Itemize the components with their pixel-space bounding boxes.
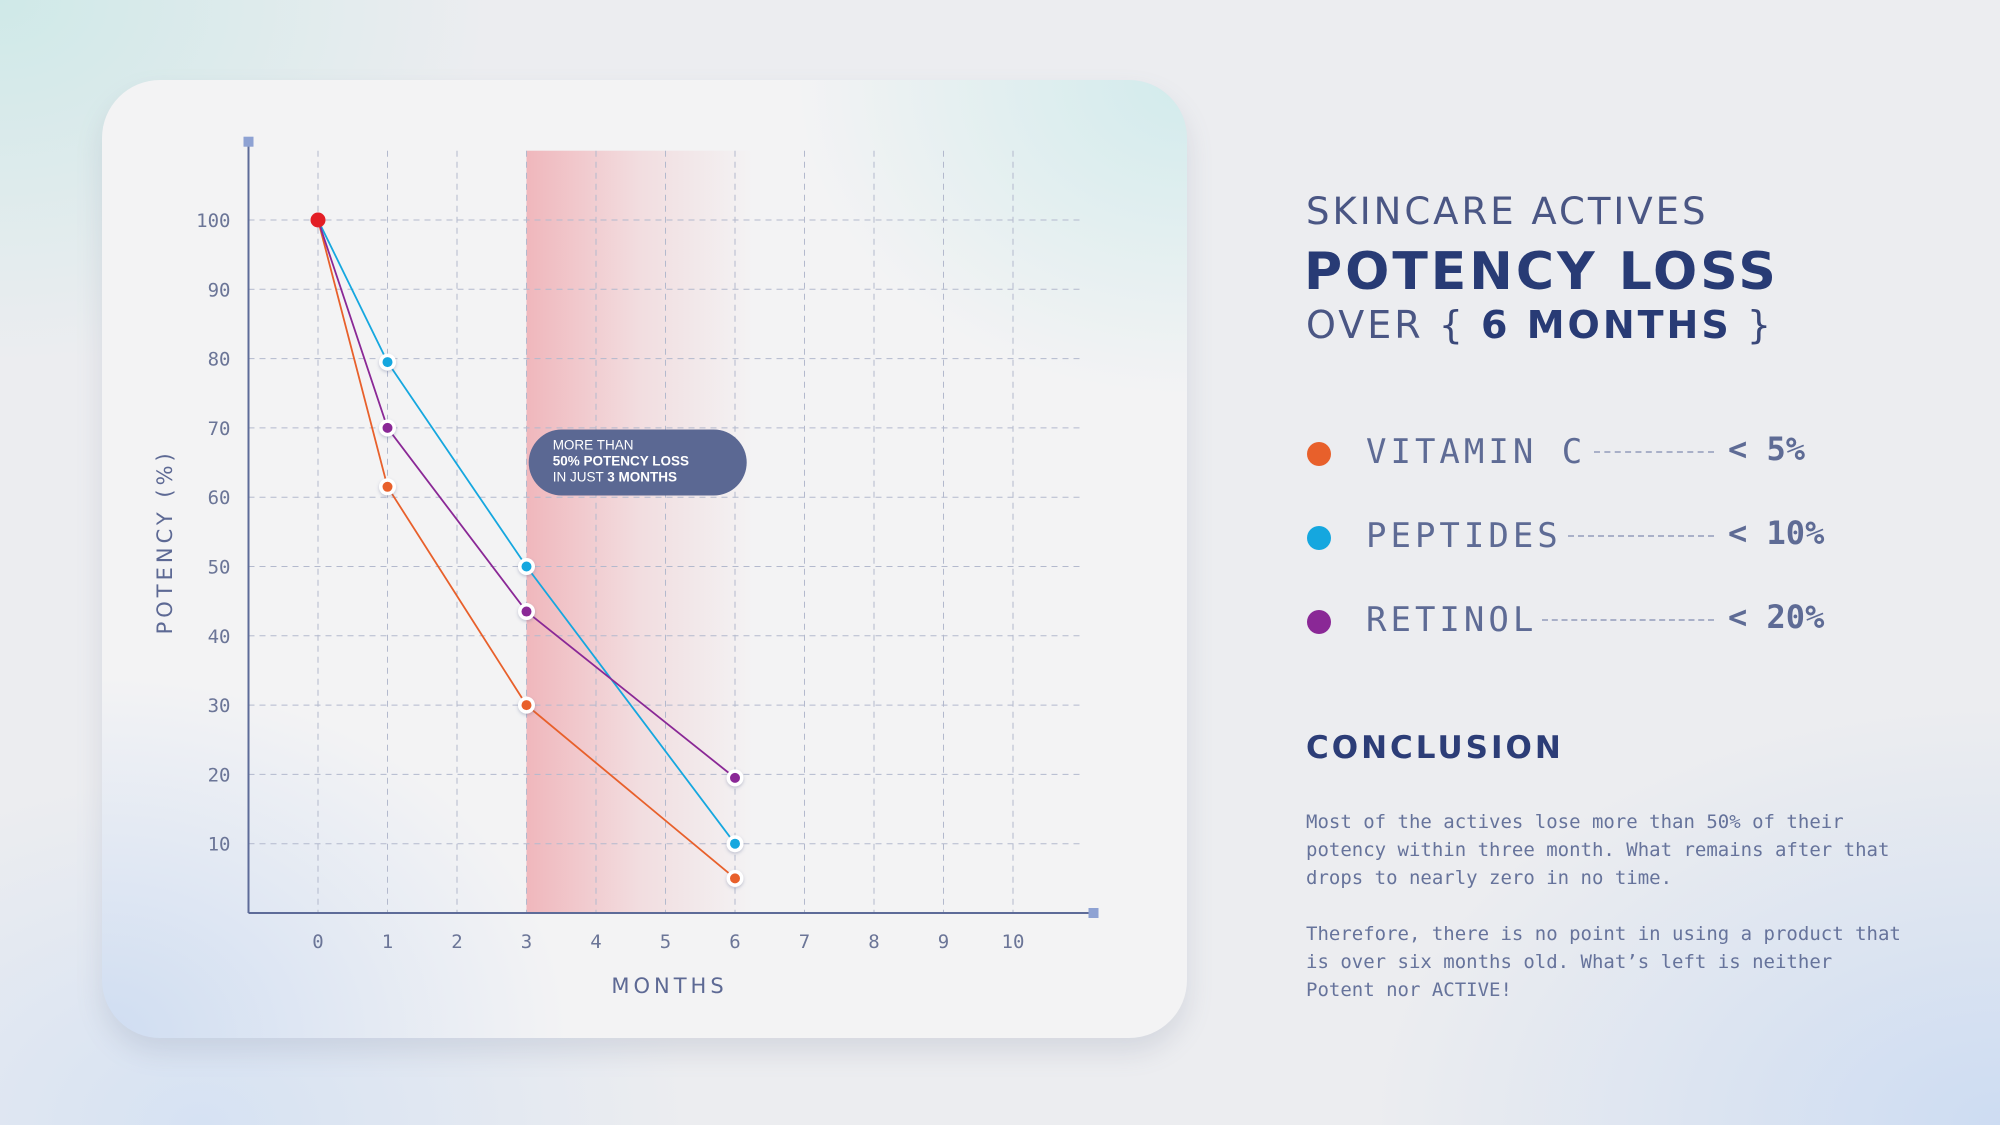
x-tick-label: 3 — [521, 931, 532, 953]
highlight-band — [526, 150, 753, 913]
conclusion-body: Most of the actives lose more than 50% o… — [1306, 808, 1906, 1032]
title-open-brace: { — [1438, 303, 1466, 347]
y-axis-end-marker — [243, 136, 254, 147]
data-point-peptides — [730, 838, 740, 849]
series-line-peptides — [317, 219, 736, 845]
potency-line-chart: 0 1 2 3 4 5 6 7 8 9 10 10 20 30 40 50 60 70 80 90 100 MONTHS P… — [153, 136, 1099, 998]
y-tick-label: 30 — [208, 695, 231, 717]
legend-label: RETINOL — [1366, 600, 1538, 640]
annotation-text-line: MORE THAN — [553, 438, 634, 453]
data-point-retinol — [521, 606, 532, 617]
chart-card: 0 1 2 3 4 5 6 7 8 9 10 10 20 30 40 50 60 70 80 90 100 MONTHS P… — [102, 80, 1187, 1038]
y-tick-label: 70 — [208, 418, 231, 440]
y-tick-label: 20 — [208, 764, 231, 786]
x-tick-label: 0 — [312, 931, 323, 953]
start-data-point — [310, 212, 326, 228]
legend-item-vitamin-c: VITAMIN C < 5% — [1306, 430, 1846, 472]
leader-line — [1594, 451, 1714, 453]
x-tick-label: 2 — [451, 931, 462, 953]
conclusion-paragraph-1: Most of the actives lose more than 50% o… — [1306, 811, 1890, 889]
leader-line — [1568, 535, 1714, 537]
x-tick-label: 10 — [1002, 931, 1025, 953]
y-tick-label: 10 — [208, 834, 231, 856]
title-months: 6 MONTHS — [1481, 303, 1732, 347]
y-axis-label: POTENCY (%) — [153, 449, 177, 634]
x-axis-end-marker — [1088, 908, 1099, 918]
conclusion-paragraph-2: Therefore, there is no point in using a … — [1306, 923, 1901, 1001]
x-tick-label: 1 — [382, 931, 393, 953]
data-point-vitamin-c — [730, 873, 740, 884]
y-tick-label: 100 — [196, 210, 230, 232]
retinol-dot-icon — [1307, 610, 1331, 634]
x-tick-label: 5 — [660, 931, 671, 953]
series-line-retinol — [317, 219, 736, 779]
y-tick-label: 60 — [208, 487, 231, 509]
data-point-vitamin-c — [382, 481, 393, 492]
y-tick-label: 50 — [208, 557, 231, 579]
y-tick-label: 80 — [208, 349, 231, 371]
leader-line — [1542, 619, 1714, 621]
annotation-text-line: IN JUST 3 MONTHS — [553, 470, 677, 485]
x-tick-label: 7 — [799, 931, 810, 953]
x-tick-label: 6 — [729, 931, 740, 953]
data-point-vitamin-c — [521, 700, 532, 711]
data-point-retinol — [382, 422, 393, 433]
title-over: OVER — [1306, 303, 1424, 347]
x-axis-label: MONTHS — [611, 974, 727, 998]
y-tick-label: 90 — [208, 279, 231, 301]
data-point-peptides — [521, 561, 532, 572]
series-line-vitamin-c — [317, 219, 736, 880]
peptides-dot-icon — [1307, 526, 1331, 550]
title-line-3: OVER { 6 MONTHS } — [1306, 303, 1774, 347]
x-tick-label: 4 — [590, 931, 601, 953]
x-tick-label: 8 — [868, 931, 879, 953]
annotation-text-line: 50% POTENCY LOSS — [553, 454, 689, 469]
legend-value: < 5% — [1728, 430, 1806, 468]
legend-label: PEPTIDES — [1366, 516, 1562, 556]
title-close-brace: } — [1746, 303, 1774, 347]
data-point-retinol — [730, 772, 740, 783]
legend-item-retinol: RETINOL < 20% — [1306, 598, 1846, 640]
x-tick-label: 9 — [938, 931, 949, 953]
legend-item-peptides: PEPTIDES < 10% — [1306, 514, 1846, 556]
title-line-2: POTENCY LOSS — [1304, 242, 1779, 302]
legend-value: < 10% — [1728, 514, 1825, 552]
vitamin-c-dot-icon — [1307, 442, 1331, 466]
legend-value: < 20% — [1728, 598, 1825, 636]
legend-label: VITAMIN C — [1366, 432, 1587, 472]
data-point-peptides — [382, 357, 393, 368]
conclusion-title: CONCLUSION — [1306, 730, 1564, 766]
y-tick-label: 40 — [208, 626, 231, 648]
annotation-callout — [528, 429, 747, 496]
title-line-1: SKINCARE ACTIVES — [1306, 190, 1709, 233]
